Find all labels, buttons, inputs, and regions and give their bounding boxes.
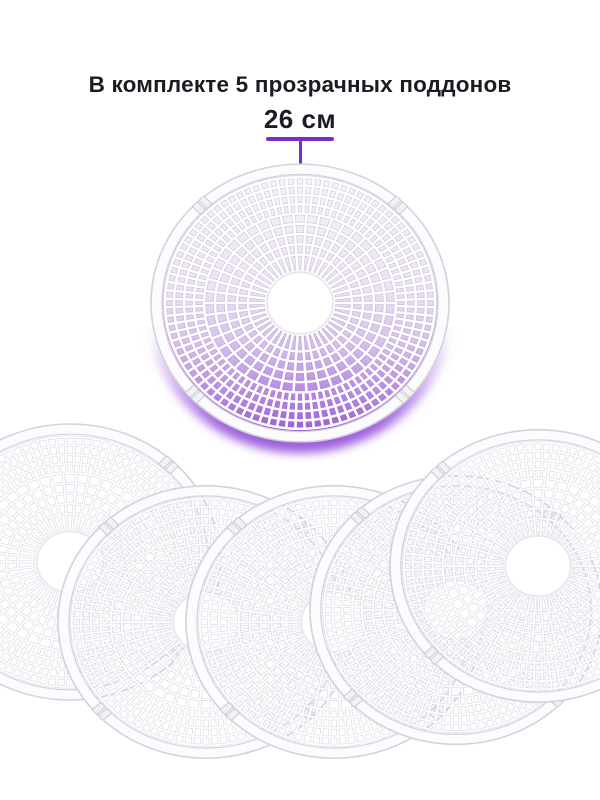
tray-center-hole (266, 271, 334, 335)
tray-clip-tab (99, 517, 119, 535)
tray-clip-tab (388, 196, 408, 215)
tray-clip-tab (158, 455, 179, 474)
dimension-callout: 26 см (0, 104, 600, 135)
tray-clip-tab (395, 385, 415, 404)
tray-stack-image (0, 423, 600, 759)
tray-clip-tab (227, 517, 247, 535)
tray-clip-tab (431, 461, 451, 479)
tray-clip-tab (350, 506, 370, 525)
dimension-label: 26 см (263, 104, 337, 134)
main-tray (148, 163, 452, 454)
tray-clip-tab (424, 646, 444, 665)
tray-clip-tab (92, 702, 112, 721)
dimension-underline (266, 137, 334, 141)
page-title: В комплекте 5 прозрачных поддонов (88, 72, 512, 97)
tray-clip-tab (220, 702, 240, 721)
tray-clip-tab (185, 385, 205, 404)
main-tray-image (148, 163, 452, 454)
tray-clip-tab (343, 689, 363, 708)
tray-center-hole (504, 534, 572, 598)
tray-clip-tab (192, 196, 212, 215)
tray-5 (389, 429, 600, 703)
